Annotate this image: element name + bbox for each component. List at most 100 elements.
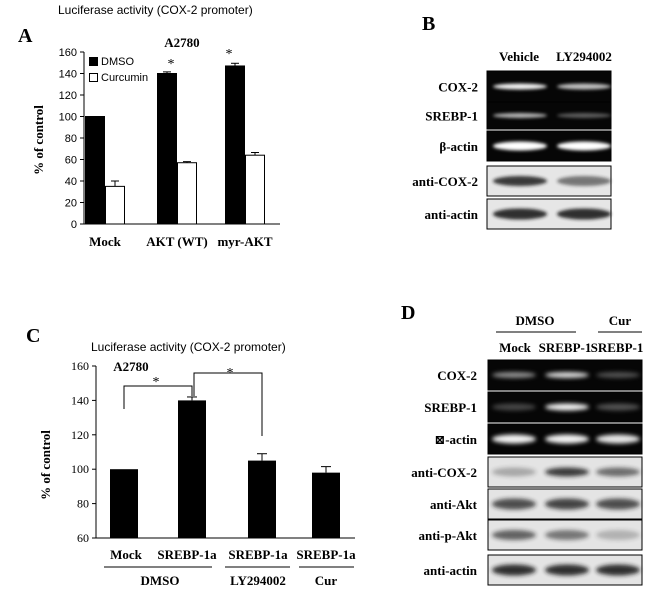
blot-band xyxy=(492,498,536,510)
panel-d-row-label: anti-COX-2 xyxy=(411,465,477,480)
panel-d-letter: D xyxy=(401,302,415,324)
blot-band xyxy=(596,434,640,444)
blot-band xyxy=(493,113,547,118)
panel-d-row-label: anti-Akt xyxy=(430,497,478,512)
blot-band xyxy=(596,403,640,411)
blot-band xyxy=(545,403,589,411)
panel-a-tick-label: 140 xyxy=(59,69,77,81)
blot-band xyxy=(492,372,536,378)
blot-band xyxy=(557,176,611,186)
legend-label-dmso: DMSO xyxy=(101,56,134,68)
panel-c-bracket-ly xyxy=(193,372,263,436)
bar-curcumin-mock xyxy=(105,185,125,225)
panel-a-tick-label: 40 xyxy=(65,176,77,188)
blot-band xyxy=(493,141,547,151)
panel-c-cell-line: A2780 xyxy=(113,359,148,374)
blot-band xyxy=(545,530,589,540)
bar-curcumin-akt-wt xyxy=(177,162,197,225)
panel-d-group-dmso: DMSO xyxy=(516,313,555,328)
bar-curcumin-myr-akt xyxy=(245,154,265,225)
panel-c-caption: Luciferase activity (COX-2 promoter) xyxy=(91,340,286,354)
panel-c-tick-label: 80 xyxy=(77,497,89,511)
blot-band xyxy=(596,530,640,540)
panel-c-cat-srebp-ly: SREBP-1a xyxy=(228,547,288,562)
panel-b-letter: B xyxy=(422,13,435,35)
blot-band xyxy=(557,83,611,90)
panel-a-tick-label: 0 xyxy=(71,219,77,231)
panel-a-group-myr-akt: myr-AKT xyxy=(217,234,272,249)
panel-a-y-ticks: 0 20 40 60 80 100 120 140 160 xyxy=(59,47,84,231)
panel-a: Luciferase activity (COX-2 promoter) A A… xyxy=(18,3,280,249)
panel-c-ylabel: % of control xyxy=(38,430,53,500)
panel-b-row-label: SREBP-1 xyxy=(425,109,478,124)
blot-band xyxy=(557,208,611,220)
blot-band xyxy=(493,208,547,220)
panel-c-bracket-mock xyxy=(123,385,193,409)
bar-dmso-mock xyxy=(85,116,105,225)
legend-swatch-curcumin xyxy=(89,73,98,82)
panel-a-letter: A xyxy=(18,25,33,47)
blot-band xyxy=(545,498,589,510)
bar-c-0-mock xyxy=(110,469,138,538)
panel-a-group-akt-wt: AKT (WT) xyxy=(146,234,208,249)
panel-c-cat-srebp-dmso: SREBP-1a xyxy=(157,547,217,562)
panel-a-group-mock: Mock xyxy=(89,234,122,249)
panel-a-caption: Luciferase activity (COX-2 promoter) xyxy=(58,3,253,17)
panel-d-lane-srebp-cur: SREBP-1 xyxy=(591,340,644,355)
blot-band xyxy=(492,530,536,540)
panel-c-tick-label: 140 xyxy=(71,393,89,407)
panel-b-blots: COX-2 SREBP-1 β-actin anti-COX-2 anti-actin xyxy=(412,70,612,230)
blot-band xyxy=(492,434,536,444)
blot-band xyxy=(492,467,536,477)
panel-b: B Vehicle LY294002 COX-2 SREBP-1 β-actin an… xyxy=(412,13,612,230)
panel-c-bars xyxy=(110,396,340,538)
legend-swatch-dmso xyxy=(89,57,98,66)
blot-band xyxy=(493,83,547,90)
panel-c-tick-label: 160 xyxy=(71,359,89,373)
panel-d-row-label: anti-actin xyxy=(424,563,478,578)
panel-c-tick-label: 120 xyxy=(71,428,89,442)
panel-c-treat-dmso: DMSO xyxy=(141,573,180,588)
panel-c-cat-srebp-cur: SREBP-1a xyxy=(296,547,356,562)
panel-c-letter: C xyxy=(26,325,40,347)
panel-d-blots: COX-2 SREBP-1 ⊠-actin anti-COX-2 anti-Akt ant… xyxy=(411,359,643,586)
panel-d-row-label: ⊠-actin xyxy=(434,432,477,447)
blot-band xyxy=(545,564,589,576)
panel-b-row-label: anti-actin xyxy=(425,207,479,222)
panel-a-tick-label: 120 xyxy=(59,90,77,102)
panel-b-row-label: anti-COX-2 xyxy=(412,174,478,189)
panel-c-sig-2: * xyxy=(227,366,234,381)
blot-band xyxy=(596,467,640,477)
panel-d-row-label: COX-2 xyxy=(437,368,477,383)
panel-c-tick-label: 100 xyxy=(71,462,89,476)
panel-a-tick-label: 20 xyxy=(65,198,77,210)
panel-d-row-label: SREBP-1 xyxy=(424,400,477,415)
panel-c-treat-ly: LY294002 xyxy=(230,573,286,588)
bar-c-2-srebp-1a xyxy=(248,460,276,538)
panel-b-lane-vehicle: Vehicle xyxy=(499,49,539,64)
blot-band xyxy=(492,564,536,576)
panel-d-group-cur: Cur xyxy=(609,313,632,328)
bar-c-3-srebp-1a xyxy=(312,472,340,538)
panel-c-sig-1: * xyxy=(153,375,160,390)
panel-a-tick-label: 60 xyxy=(65,155,77,167)
blot-band xyxy=(596,372,640,378)
panel-c-treat-cur: Cur xyxy=(315,573,338,588)
panel-a-ylabel: % of control xyxy=(31,105,46,175)
panel-c: C Luciferase activity (COX-2 promoter) A… xyxy=(26,325,356,588)
panel-a-tick-label: 100 xyxy=(59,112,77,124)
panel-c-cat-mock: Mock xyxy=(110,547,143,562)
blot-band xyxy=(493,176,547,186)
panel-c-tick-label: 60 xyxy=(77,531,89,545)
panel-a-sig-myr: * xyxy=(226,47,233,62)
blot-band xyxy=(545,372,589,378)
blot-band xyxy=(545,434,589,444)
panel-a-sig-akt: * xyxy=(168,57,175,72)
panel-d-lane-srebp-dmso: SREBP-1 xyxy=(539,340,592,355)
panel-c-y-ticks: 60 80 100 120 140 160 xyxy=(71,359,96,545)
panel-b-lane-ly294002: LY294002 xyxy=(556,49,612,64)
bar-dmso-akt-wt xyxy=(157,73,177,225)
bar-dmso-myr-akt xyxy=(225,65,245,225)
blot-band xyxy=(596,564,640,576)
